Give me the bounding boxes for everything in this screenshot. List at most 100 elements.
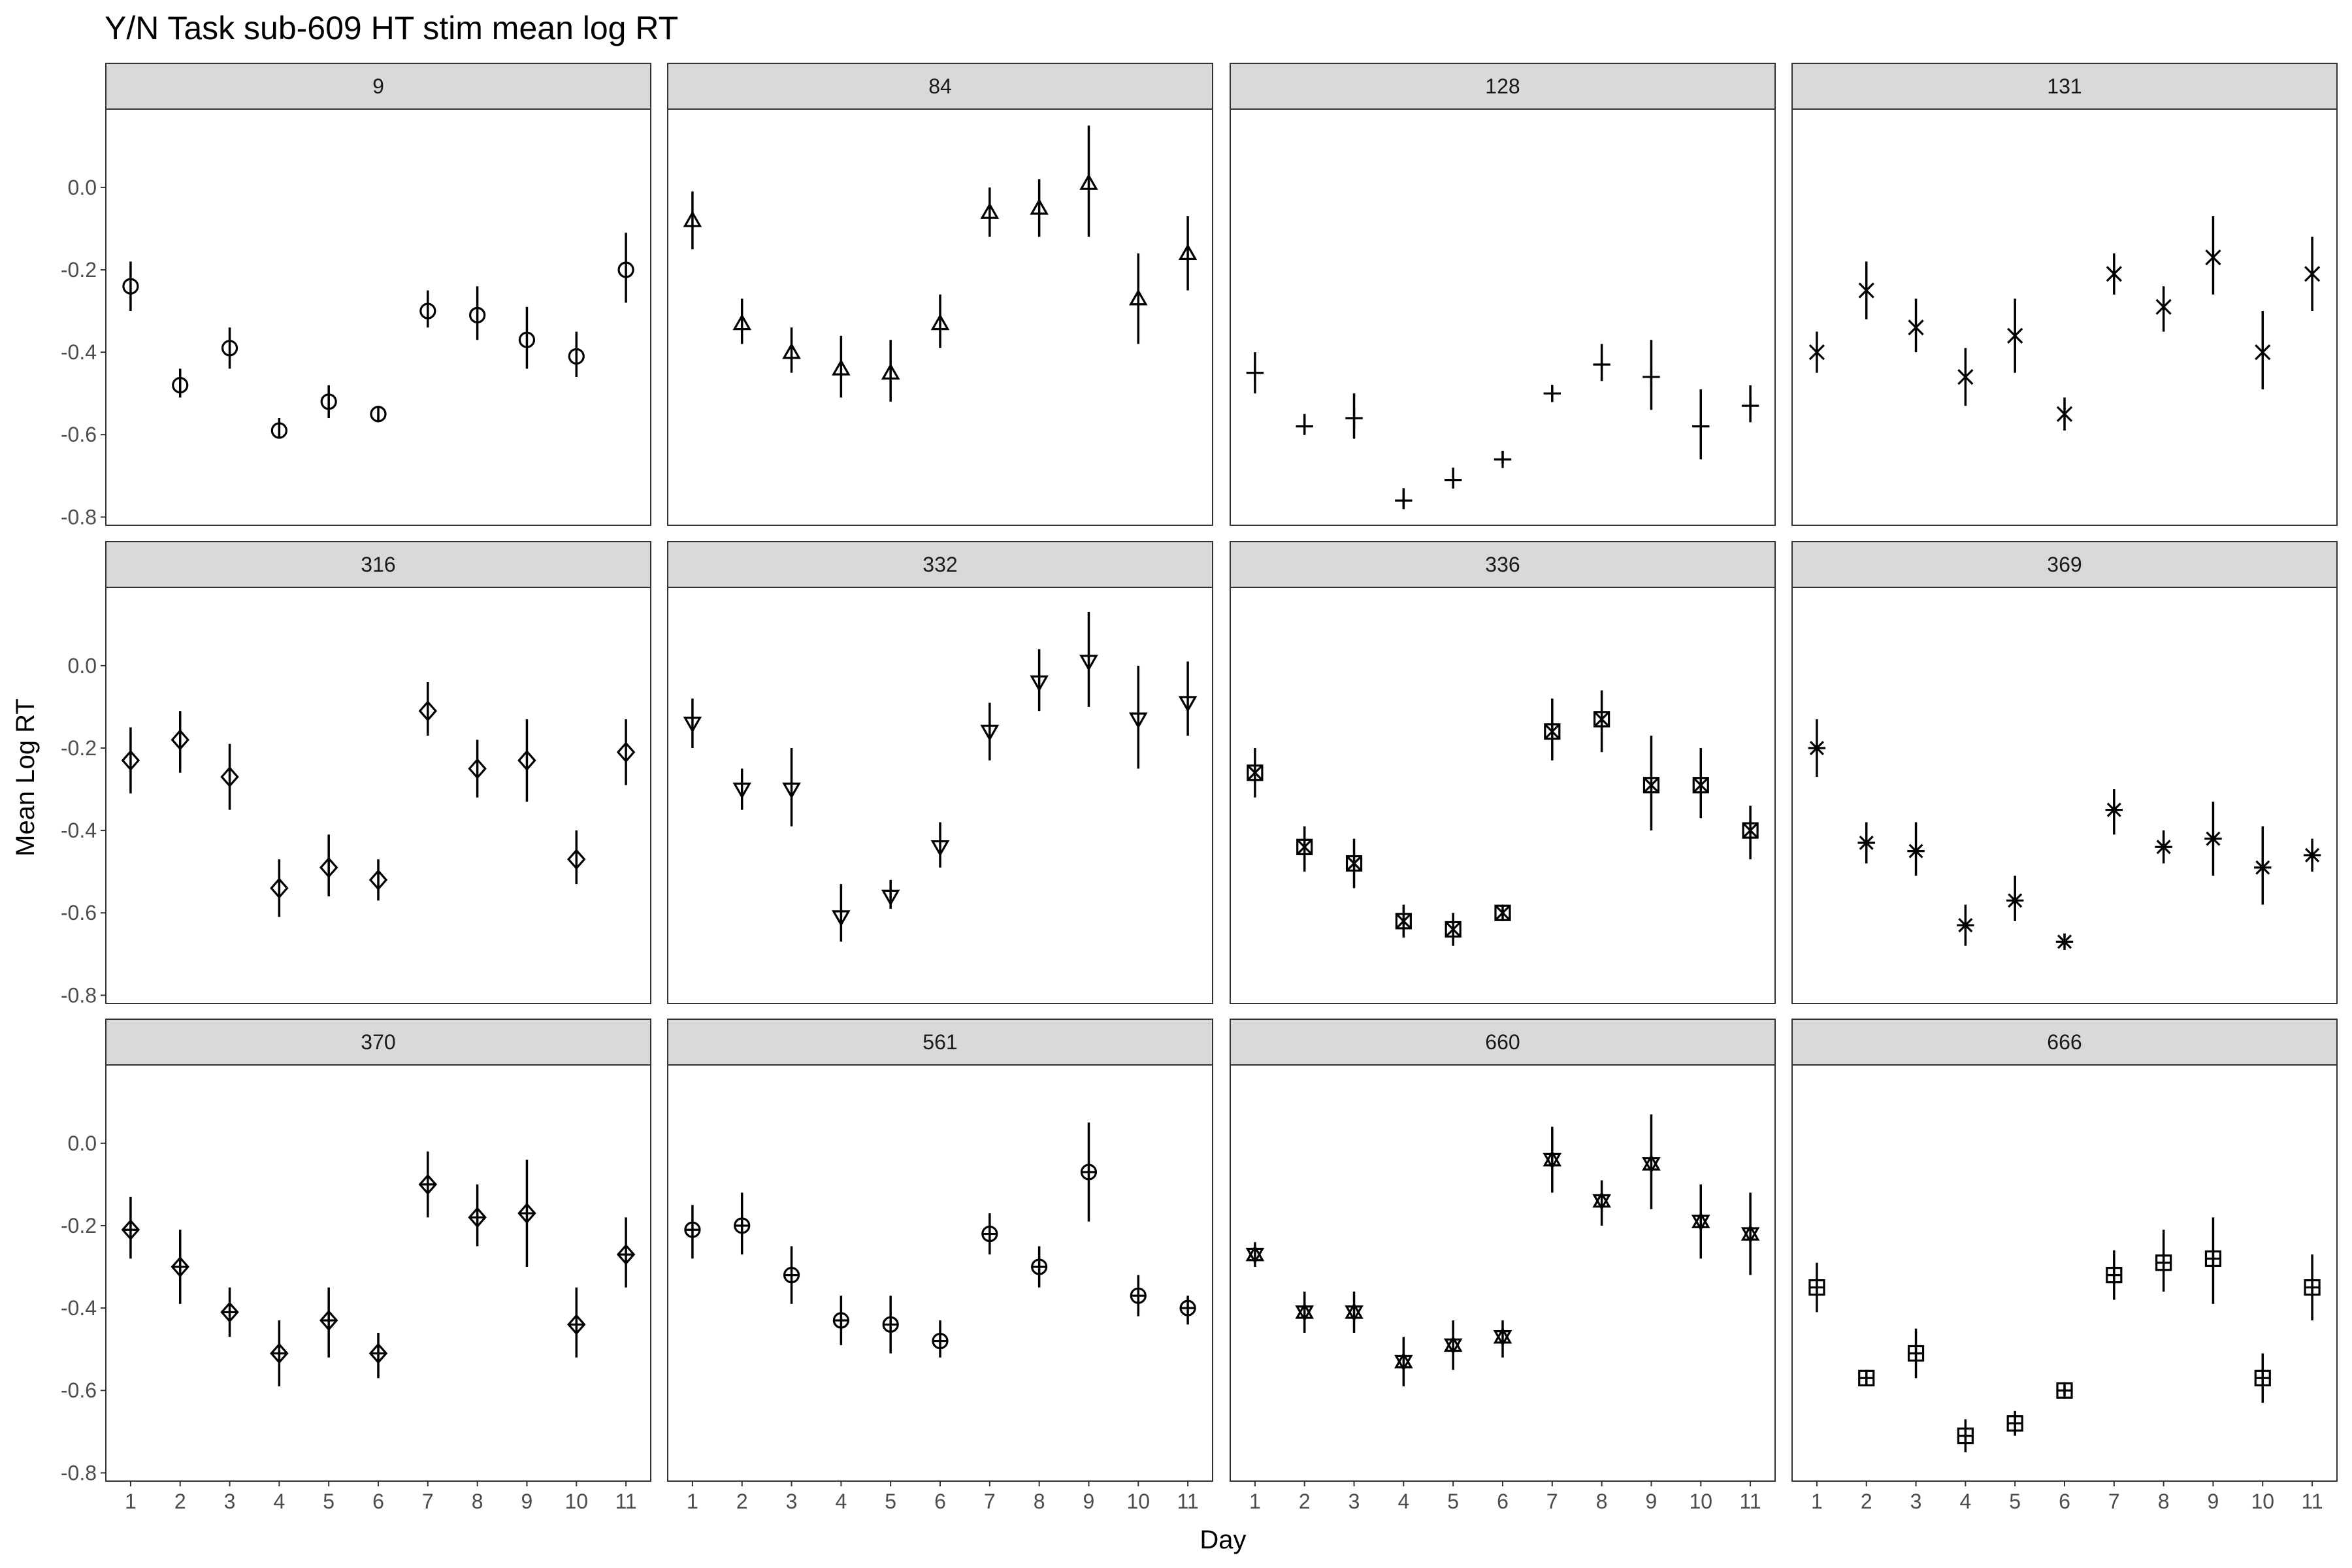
x-tick-label: 10: [564, 1490, 588, 1513]
data-point: [1543, 1150, 1562, 1169]
marker-triangle: [782, 782, 801, 799]
x-tick-label: 3: [1348, 1490, 1360, 1513]
data-point: [1345, 409, 1363, 427]
marker-stroke: [1858, 282, 1874, 299]
marker-triangle: [683, 210, 702, 227]
panel-border: [1791, 1064, 2338, 1482]
marker-triangle: [683, 716, 702, 733]
data-point: [1247, 764, 1264, 781]
y-tick-label: -0.2: [61, 1214, 97, 1237]
x-tick-label: 2: [174, 1490, 186, 1513]
facet-strip: [105, 63, 651, 110]
marker-triangle: [930, 840, 950, 857]
marker-stroke: [1958, 918, 1973, 933]
data-point: [220, 766, 239, 788]
data-point: [1296, 417, 1313, 435]
data-point: [368, 869, 388, 890]
data-point: [1295, 1302, 1315, 1322]
x-tick-label: 3: [224, 1490, 236, 1513]
marker-diamond: [270, 877, 289, 899]
x-tick-label: 8: [2158, 1490, 2170, 1513]
marker-stroke: [2106, 266, 2122, 282]
marker-diamond: [171, 1256, 189, 1278]
x-tick-label: 9: [1083, 1490, 1095, 1513]
x-tick-label: 10: [2251, 1490, 2274, 1513]
data-point: [1642, 368, 1660, 386]
data-point: [1345, 1302, 1364, 1322]
marker-diamond: [517, 1202, 536, 1224]
data-point: [980, 725, 1000, 742]
panel-border: [105, 587, 651, 1004]
data-point: [2204, 1250, 2222, 1267]
x-tick-label: 9: [1646, 1490, 1658, 1513]
y-tick-label: -0.4: [61, 340, 97, 364]
data-point: [1857, 835, 1875, 851]
data-point: [121, 749, 140, 772]
marker-square: [1445, 921, 1462, 938]
data-point: [1494, 904, 1511, 921]
data-point: [418, 1173, 438, 1196]
data-point: [2155, 1254, 2172, 1271]
marker-triangle: [980, 202, 1000, 219]
data-point: [1394, 1352, 1413, 1371]
marker-triangle: [1543, 1152, 1562, 1169]
marker-stroke: [1908, 843, 1923, 858]
marker-triangle: [1245, 1247, 1265, 1264]
data-point: [171, 729, 189, 751]
data-point: [270, 1343, 289, 1364]
marker-diamond: [517, 749, 536, 772]
marker-triangle: [832, 359, 851, 376]
data-point: [683, 716, 702, 733]
data-point: [1740, 1224, 1760, 1244]
marker-triangle: [1128, 289, 1148, 306]
facet-strip: [1230, 63, 1776, 110]
facet-panels: 90.0-0.2-0.4-0.6-0.884 128 1313160.0-0.2-0…: [61, 63, 2338, 1513]
marker-square: [1494, 904, 1511, 921]
marker-circle: [270, 422, 287, 439]
data-point: [1128, 712, 1148, 729]
data-point: [567, 1314, 586, 1335]
data-point: [270, 877, 289, 899]
x-tick-label: 4: [835, 1490, 847, 1513]
marker-triangle: [1079, 655, 1098, 672]
marker-triangle: [1178, 696, 1198, 713]
marker-circle: [419, 302, 436, 319]
marker-diamond: [418, 1173, 438, 1196]
y-tick-label: -0.6: [61, 1379, 97, 1402]
marker-diamond: [616, 742, 636, 763]
marker-stroke: [1494, 905, 1511, 921]
data-point: [517, 1202, 536, 1224]
data-point: [2204, 831, 2222, 846]
y-tick-label: -0.4: [61, 819, 97, 842]
data-point: [734, 1217, 751, 1234]
marker-stroke: [1247, 764, 1264, 781]
facet-panel-561: 561 1 2 3 4 5 6 7 8 9 10 11: [667, 1019, 1213, 1513]
data-point: [782, 782, 801, 799]
facet-label: 561: [923, 1030, 957, 1054]
x-tick-label: 10: [1126, 1490, 1150, 1513]
data-point: [1742, 822, 1759, 839]
marker-stroke: [2106, 802, 2121, 817]
x-tick-label: 11: [2301, 1490, 2323, 1513]
data-point: [1443, 1335, 1463, 1355]
marker-stroke: [1593, 711, 1610, 727]
x-tick-label: 3: [786, 1490, 798, 1513]
x-tick-label: 8: [1034, 1490, 1045, 1513]
data-point: [1246, 364, 1264, 382]
x-tick-label: 1: [125, 1490, 137, 1513]
data-point: [2254, 860, 2272, 875]
facet-panel-666: 666 1 2 3 4 5 6 7 8 9 10 11: [1791, 1019, 2338, 1513]
marker-stroke: [2156, 840, 2171, 855]
marker-stroke: [1693, 777, 1709, 793]
marker-stroke: [2304, 266, 2321, 282]
x-tick-label: 1: [1811, 1490, 1823, 1513]
data-point: [1395, 491, 1413, 510]
data-point: [469, 306, 486, 323]
data-point: [1079, 655, 1098, 672]
facet-panel-9: 9 0.0 -0.2 -0.4 -0.6 -0.8: [61, 63, 651, 529]
facet-panel-316: 316 0.0 -0.2 -0.4 -0.6 -0.8: [61, 541, 651, 1007]
marker-diamond: [319, 1309, 338, 1331]
x-tick-label: 6: [2059, 1490, 2070, 1513]
data-point: [1692, 777, 1709, 794]
marker-diamond: [171, 729, 189, 751]
